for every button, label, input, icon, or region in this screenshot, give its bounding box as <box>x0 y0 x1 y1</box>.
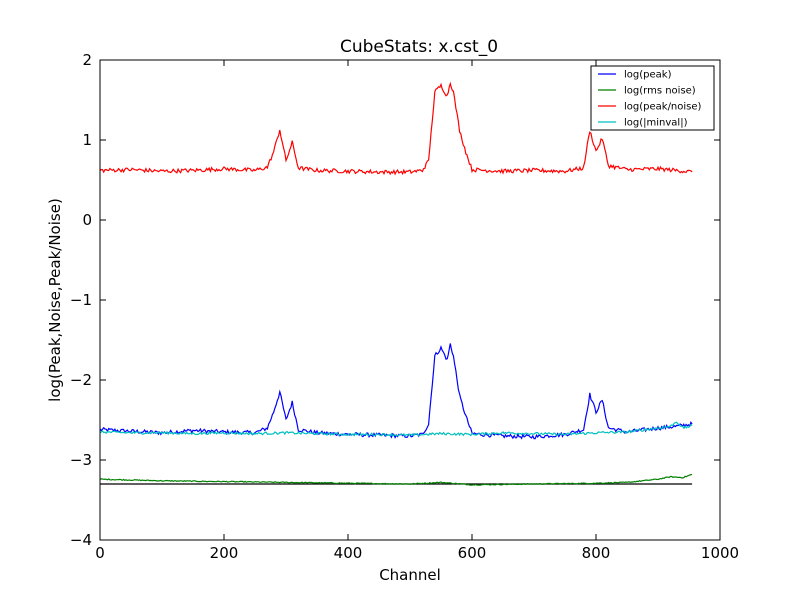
y-tick-label: −4 <box>70 531 92 549</box>
x-axis: 0 200 400 600 800 1000 <box>95 60 739 562</box>
x-tick-label: 1000 <box>701 544 739 562</box>
legend-label-1: log(peak) <box>624 70 672 81</box>
y-axis-title: log(Peak,Noise,Peak/Noise) <box>46 198 64 402</box>
y-tick-label: −1 <box>70 291 92 309</box>
series-line-4 <box>99 421 693 437</box>
legend-label-2: log(rms noise) <box>624 86 696 97</box>
legend-label-3: log(peak/noise) <box>624 102 702 113</box>
plot-lines <box>99 81 693 486</box>
legend-label-4: log(|minval|) <box>624 118 688 129</box>
y-tick-label: 1 <box>82 131 92 149</box>
legend: log(peak) log(rms noise) log(peak/noise) lo… <box>590 65 715 131</box>
series-line-3 <box>99 81 693 176</box>
y-tick-label: −2 <box>70 371 92 389</box>
plot-frame <box>99 59 721 541</box>
x-tick-label: 0 <box>95 544 105 562</box>
y-tick-label: −3 <box>70 451 92 469</box>
series-line-2 <box>99 473 693 486</box>
chart-title: CubeStats: x.cst_0 <box>340 37 498 57</box>
legend-box <box>590 65 715 131</box>
y-tick-label: 2 <box>82 51 92 69</box>
x-tick-label: 400 <box>334 544 363 562</box>
x-tick-label: 200 <box>210 544 239 562</box>
series-line-1 <box>99 343 693 440</box>
x-tick-label: 800 <box>582 544 611 562</box>
x-tick-label: 600 <box>458 544 487 562</box>
x-axis-title: Channel <box>379 566 441 584</box>
y-axis: −4 −3 −2 −1 0 1 2 <box>70 51 720 549</box>
y-tick-label: 0 <box>82 211 92 229</box>
